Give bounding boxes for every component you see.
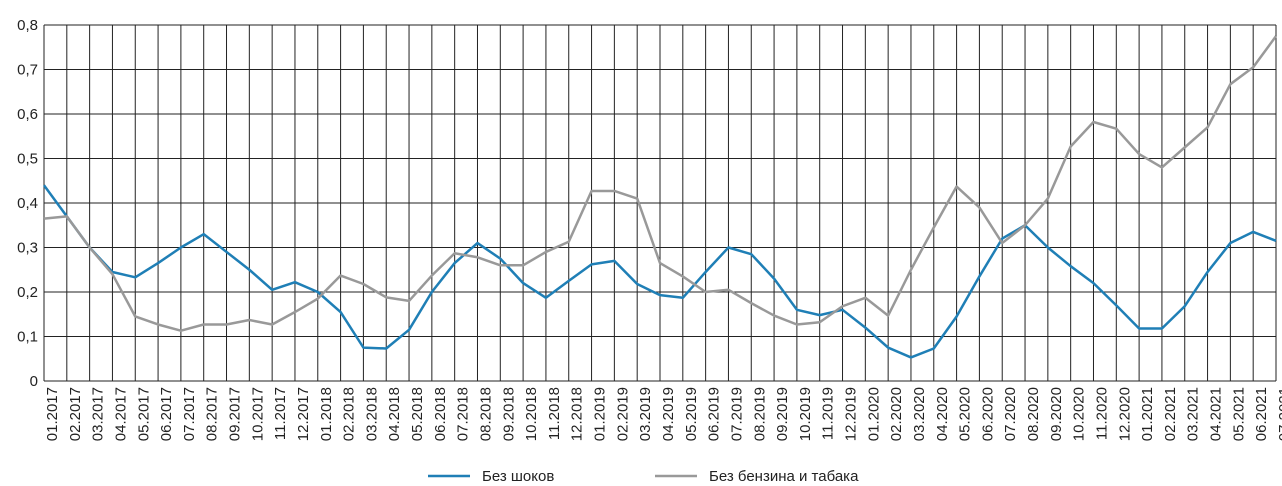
x-tick-label: 09.2019 (774, 387, 791, 441)
x-tick-label: 01.2021 (1139, 387, 1156, 441)
x-tick-label: 12.2020 (1116, 387, 1133, 441)
x-tick-label: 10.2019 (797, 387, 814, 441)
x-tick-label: 06.2017 (158, 387, 175, 441)
x-tick-label: 02.2019 (614, 387, 631, 441)
legend-label: Без бензина и табака (709, 468, 859, 485)
x-tick-label: 08.2017 (204, 387, 221, 441)
x-tick-label: 07.2020 (1002, 387, 1019, 441)
x-tick-label: 11.2020 (1093, 387, 1110, 440)
x-tick-label: 05.2021 (1230, 387, 1247, 441)
x-tick-label: 03.2021 (1185, 387, 1202, 441)
x-tick-label: 09.2020 (1048, 387, 1065, 441)
x-tick-label: 06.2020 (979, 387, 996, 441)
x-tick-label: 04.2021 (1208, 387, 1225, 441)
x-tick-label: 05.2018 (409, 387, 426, 441)
x-tick-label: 11.2019 (820, 387, 837, 440)
x-tick-label: 07.2018 (455, 387, 472, 441)
x-tick-label: 09.2018 (500, 387, 517, 441)
y-tick-label: 0,8 (17, 17, 38, 34)
series-line (43, 35, 1278, 332)
x-tick-label: 09.2017 (227, 387, 244, 441)
x-tick-label: 08.2020 (1025, 387, 1042, 441)
x-tick-label: 06.2021 (1253, 387, 1270, 441)
y-tick-label: 0,7 (17, 62, 38, 79)
x-tick-label: 12.2017 (295, 387, 312, 441)
x-tick-label: 04.2017 (112, 387, 129, 441)
y-tick-label: 0 (30, 373, 38, 390)
x-tick-label: 10.2020 (1071, 387, 1088, 441)
y-tick-label: 0,1 (17, 329, 38, 346)
x-tick-label: 03.2018 (363, 387, 380, 441)
x-tick-label: 02.2018 (341, 387, 358, 441)
legend-label: Без шоков (482, 468, 554, 485)
x-tick-label: 04.2019 (660, 387, 677, 441)
x-tick-label: 08.2019 (751, 387, 768, 441)
x-tick-label: 01.2020 (865, 387, 882, 441)
x-tick-label: 06.2018 (432, 387, 449, 441)
x-tick-label: 10.2017 (249, 387, 266, 441)
x-tick-label: 01.2017 (44, 387, 61, 441)
x-tick-label: 01.2019 (592, 387, 609, 441)
x-tick-label: 07.2019 (728, 387, 745, 441)
x-tick-label: 05.2019 (683, 387, 700, 441)
x-tick-label: 04.2020 (934, 387, 951, 441)
x-tick-label: 11.2017 (272, 387, 289, 440)
y-tick-label: 0,6 (17, 106, 38, 123)
x-tick-label: 11.2018 (546, 387, 563, 440)
x-tick-label: 03.2019 (637, 387, 654, 441)
x-tick-label: 07.2021 (1276, 387, 1282, 441)
x-tick-label: 12.2019 (843, 387, 860, 441)
x-tick-label: 10.2018 (523, 387, 540, 441)
y-tick-label: 0,3 (17, 240, 38, 257)
y-tick-label: 0,5 (17, 151, 38, 168)
x-tick-label: 05.2020 (957, 387, 974, 441)
x-tick-label: 02.2017 (67, 387, 84, 441)
x-tick-label: 02.2020 (888, 387, 905, 441)
y-tick-label: 0,4 (17, 195, 38, 212)
x-tick-label: 03.2020 (911, 387, 928, 441)
x-tick-label: 04.2018 (386, 387, 403, 441)
x-tick-label: 03.2017 (90, 387, 107, 441)
x-tick-label: 02.2021 (1162, 387, 1179, 441)
x-tick-label: 06.2019 (706, 387, 723, 441)
x-tick-label: 08.2018 (477, 387, 494, 441)
x-tick-label: 07.2017 (181, 387, 198, 441)
series-line (42, 184, 1277, 359)
x-tick-label: 05.2017 (135, 387, 152, 441)
y-tick-label: 0,2 (17, 284, 38, 301)
x-tick-label: 01.2018 (318, 387, 335, 441)
x-tick-label: 12.2018 (569, 387, 586, 441)
